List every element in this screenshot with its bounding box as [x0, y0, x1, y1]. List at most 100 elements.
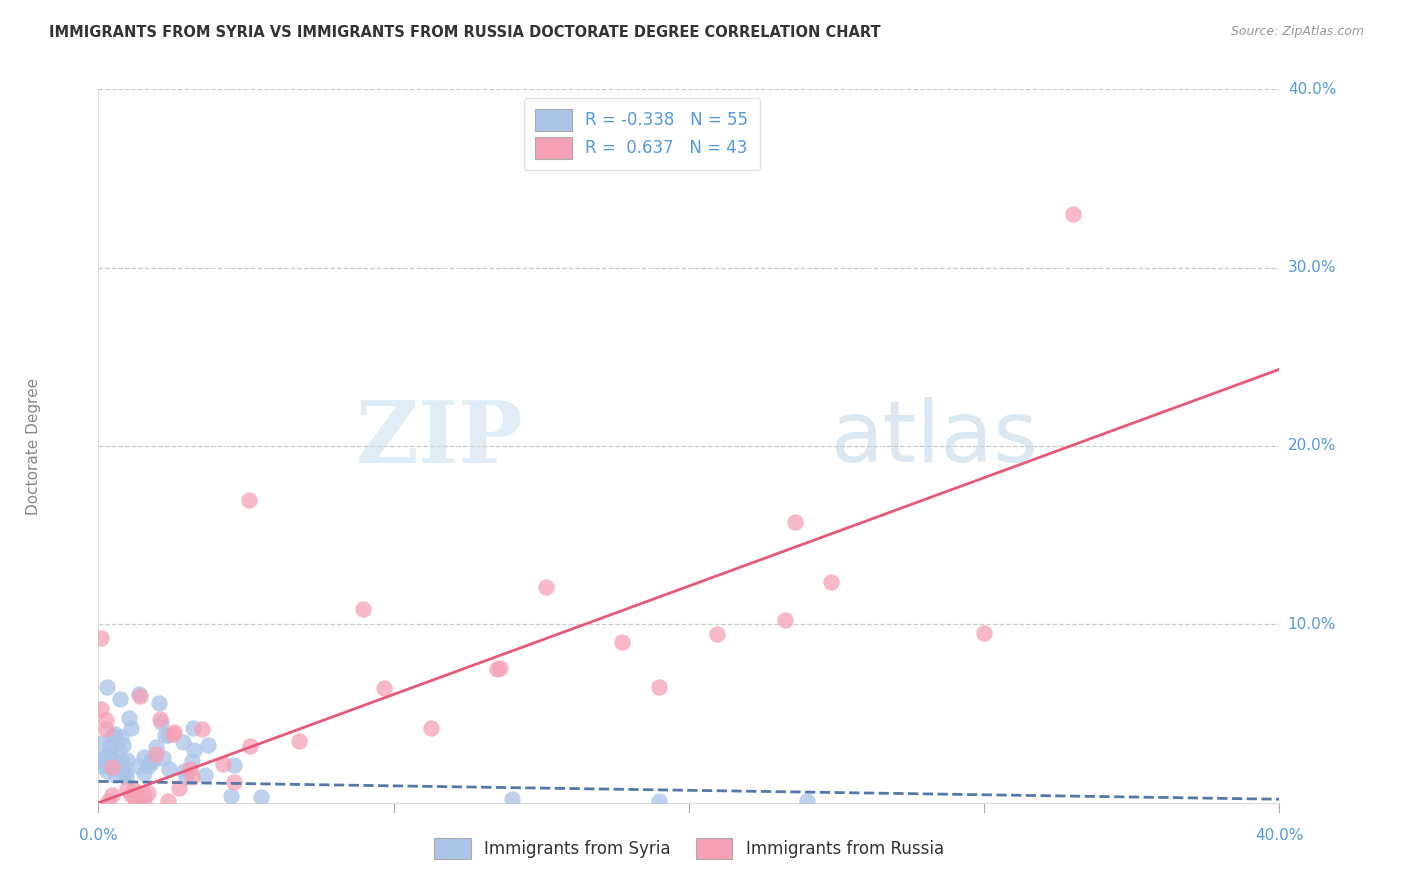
Point — [157, 728, 180, 742]
Point — [97, 794, 120, 808]
Point — [288, 734, 311, 748]
Point — [149, 712, 172, 726]
Point — [180, 754, 202, 768]
Point — [117, 711, 139, 725]
Point — [172, 735, 194, 749]
Point — [973, 626, 995, 640]
Legend: Immigrants from Syria, Immigrants from Russia: Immigrants from Syria, Immigrants from R… — [427, 831, 950, 866]
Point — [104, 754, 127, 768]
Text: Source: ZipAtlas.com: Source: ZipAtlas.com — [1230, 25, 1364, 38]
Point — [112, 767, 135, 781]
Point — [222, 775, 245, 789]
Point — [132, 750, 155, 764]
Point — [501, 792, 523, 806]
Point — [127, 759, 149, 773]
Point — [110, 730, 132, 744]
Point — [183, 742, 205, 756]
Point — [197, 738, 219, 752]
Text: IMMIGRANTS FROM SYRIA VS IMMIGRANTS FROM RUSSIA DOCTORATE DEGREE CORRELATION CHA: IMMIGRANTS FROM SYRIA VS IMMIGRANTS FROM… — [49, 25, 880, 40]
Point — [128, 687, 150, 701]
Point — [156, 794, 179, 808]
Point — [162, 726, 184, 740]
Point — [93, 751, 115, 765]
Point — [94, 723, 117, 737]
Point — [419, 721, 441, 735]
Text: 30.0%: 30.0% — [1288, 260, 1336, 275]
Point — [169, 780, 191, 795]
Point — [103, 727, 125, 741]
Point — [108, 692, 131, 706]
Point — [145, 739, 167, 754]
Point — [783, 515, 806, 529]
Point — [90, 702, 112, 716]
Point — [148, 696, 170, 710]
Point — [163, 724, 186, 739]
Point — [96, 680, 118, 694]
Point — [111, 738, 134, 752]
Text: atlas: atlas — [831, 397, 1039, 481]
Text: ZIP: ZIP — [356, 397, 523, 481]
Point — [111, 756, 134, 770]
Point — [98, 739, 121, 754]
Point — [132, 788, 155, 802]
Point — [90, 752, 112, 766]
Point — [174, 770, 197, 784]
Point — [250, 790, 273, 805]
Text: 20.0%: 20.0% — [1288, 439, 1336, 453]
Point — [134, 796, 156, 810]
Point — [796, 794, 818, 808]
Point — [239, 739, 262, 753]
Point — [153, 728, 176, 742]
Point — [90, 755, 112, 769]
Point — [149, 714, 172, 729]
Point — [96, 764, 118, 779]
Text: 10.0%: 10.0% — [1288, 617, 1336, 632]
Point — [152, 751, 174, 765]
Point — [122, 783, 145, 797]
Point — [121, 788, 143, 802]
Point — [221, 789, 243, 803]
Point — [94, 713, 117, 727]
Point — [352, 602, 374, 616]
Point — [773, 613, 796, 627]
Text: 40.0%: 40.0% — [1288, 82, 1336, 96]
Point — [173, 764, 195, 778]
Text: 40.0%: 40.0% — [1256, 828, 1303, 843]
Point — [486, 662, 509, 676]
Point — [128, 689, 150, 703]
Point — [1062, 207, 1084, 221]
Point — [108, 742, 131, 756]
Point — [191, 723, 214, 737]
Point — [706, 626, 728, 640]
Point — [212, 756, 235, 771]
Point — [117, 781, 139, 796]
Point — [124, 790, 146, 805]
Point — [114, 770, 136, 784]
Point — [145, 747, 167, 761]
Point — [536, 580, 558, 594]
Point — [194, 768, 217, 782]
Point — [157, 762, 180, 776]
Point — [136, 786, 159, 800]
Point — [114, 765, 136, 780]
Point — [90, 736, 112, 750]
Point — [648, 680, 671, 694]
Point — [820, 574, 842, 589]
Point — [100, 745, 122, 759]
Point — [610, 635, 633, 649]
Point — [115, 753, 138, 767]
Point — [181, 721, 204, 735]
Point — [90, 631, 112, 645]
Point — [100, 729, 122, 743]
Point — [141, 756, 163, 770]
Point — [120, 721, 142, 735]
Point — [97, 759, 120, 773]
Point — [179, 762, 201, 776]
Point — [181, 770, 204, 784]
Text: Doctorate Degree: Doctorate Degree — [25, 377, 41, 515]
Point — [238, 492, 260, 507]
Point — [222, 758, 245, 772]
Point — [101, 760, 124, 774]
Point — [136, 759, 159, 773]
Point — [488, 660, 510, 674]
